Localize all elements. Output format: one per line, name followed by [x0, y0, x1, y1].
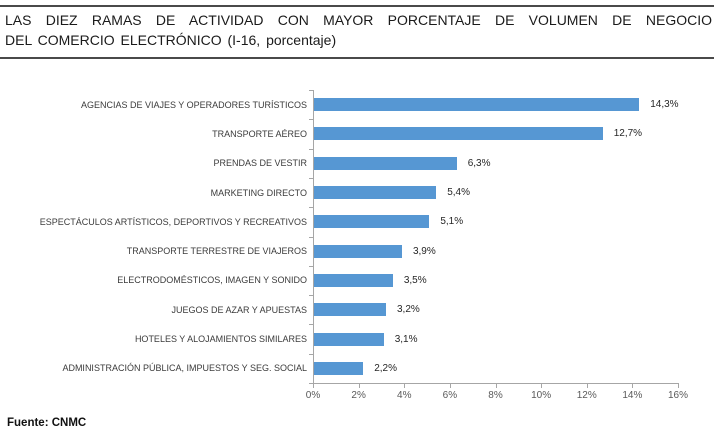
bar	[313, 332, 384, 346]
bar	[313, 215, 430, 229]
x-axis-tick	[678, 384, 679, 388]
y-axis-tick	[309, 207, 313, 209]
value-label: 3,9%	[412, 245, 436, 257]
y-axis-tick	[309, 148, 313, 150]
bar	[313, 98, 640, 112]
bar-row: HOTELES Y ALOJAMIENTOS SIMILARES 3,1%	[0, 324, 690, 353]
bar-row: ESPECTÁCULOS ARTÍSTICOS, DEPORTIVOS Y RE…	[0, 207, 690, 236]
value-label: 14,3%	[650, 99, 679, 111]
value-label: 12,7%	[613, 128, 643, 140]
bar-track: 3,5%	[313, 273, 690, 287]
category-label: TRANSPORTE AÉREO	[212, 128, 307, 139]
x-axis-tick-label: 10%	[531, 390, 552, 401]
category-label: HOTELES Y ALOJAMIENTOS SIMILARES	[134, 334, 307, 345]
x-axis-tick-label: 14%	[622, 390, 643, 401]
y-axis-tick	[309, 265, 313, 267]
bar-track: 2,2%	[313, 361, 690, 375]
bar-row: MARKETING DIRECTO 5,4%	[0, 178, 690, 207]
x-axis-tick-label: 12%	[576, 390, 597, 401]
y-axis-line	[313, 90, 314, 384]
y-axis-tick	[309, 383, 313, 384]
y-axis-tick	[309, 324, 313, 326]
source-note: Fuente: CNMC	[7, 417, 87, 429]
y-axis-tick	[309, 90, 313, 91]
value-label: 6,3%	[467, 157, 491, 169]
bar	[313, 361, 364, 375]
value-label: 5,4%	[447, 187, 470, 199]
bar	[313, 303, 386, 317]
x-axis-tick-label: 2%	[351, 390, 366, 401]
bar-track: 5,1%	[313, 215, 690, 229]
category-label: ESPECTÁCULOS ARTÍSTICOS, DEPORTIVOS Y RE…	[39, 216, 307, 227]
value-label: 2,2%	[374, 362, 397, 374]
bar-row: TRANSPORTE AÉREO 12,7%	[0, 119, 690, 148]
bar	[313, 273, 393, 287]
x-axis-tick	[586, 384, 588, 388]
y-axis-tick	[309, 295, 313, 297]
bar-track: 5,4%	[313, 186, 690, 200]
chart-title-line2: DEL COMERCIO ELECTRÓNICO (I-16, porcenta…	[5, 32, 337, 48]
bar-track: 14,3%	[313, 98, 690, 112]
category-label: AGENCIAS DE VIAJES Y OPERADORES TURÍSTIC…	[80, 99, 307, 110]
category-label: MARKETING DIRECTO	[210, 187, 307, 198]
value-label: 3,2%	[397, 304, 420, 316]
x-axis-tick-label: 4%	[397, 390, 412, 401]
chart-title-line1: LAS DIEZ RAMAS DE ACTIVIDAD CON MAYOR PO…	[5, 12, 712, 28]
x-axis-tick	[404, 384, 406, 388]
bar-track: 6,3%	[313, 156, 690, 170]
bar-row: PRENDAS DE VESTIR 6,3%	[0, 149, 690, 178]
bar-track: 3,2%	[313, 303, 690, 317]
bar	[313, 186, 437, 200]
x-axis-tick	[449, 384, 451, 388]
x-axis-tick-label: 6%	[442, 390, 458, 401]
y-axis-tick	[309, 353, 313, 355]
x-axis-tick	[313, 384, 314, 388]
x-axis-tick	[632, 384, 634, 388]
x-axis-tick-label: 0%	[305, 390, 321, 401]
y-axis-tick	[309, 236, 313, 238]
bar	[313, 244, 402, 258]
category-label: PRENDAS DE VESTIR	[213, 158, 307, 169]
y-axis-tick	[309, 177, 313, 179]
bar-row: TRANSPORTE TERRESTRE DE VIAJEROS 3,9%	[0, 236, 690, 265]
bar-row: JUEGOS DE AZAR Y APUESTAS 3,2%	[0, 295, 690, 324]
value-label: 5,1%	[440, 216, 464, 228]
chart-title: LAS DIEZ RAMAS DE ACTIVIDAD CON MAYOR PO…	[0, 5, 714, 59]
y-axis-tick	[309, 119, 313, 121]
category-label: ELECTRODOMÉSTICOS, IMAGEN Y SONIDO	[117, 275, 307, 286]
x-axis-tick-label: 8%	[488, 390, 503, 401]
bar-rows: AGENCIAS DE VIAJES Y OPERADORES TURÍSTIC…	[0, 90, 690, 383]
category-label: TRANSPORTE TERRESTRE DE VIAJEROS	[126, 246, 307, 257]
bar-row: AGENCIAS DE VIAJES Y OPERADORES TURÍSTIC…	[0, 90, 690, 119]
x-axis-tick	[541, 384, 543, 388]
x-axis-line	[313, 383, 679, 384]
bar-row: ELECTRODOMÉSTICOS, IMAGEN Y SONIDO 3,5%	[0, 266, 690, 295]
bar-track: 3,9%	[313, 244, 690, 258]
bar	[313, 156, 457, 170]
x-axis-tick-label: 16%	[667, 390, 688, 401]
value-label: 3,5%	[403, 274, 427, 286]
category-label: JUEGOS DE AZAR Y APUESTAS	[171, 304, 307, 315]
category-label: ADMINISTRACIÓN PÚBLICA, IMPUESTOS Y SEG.…	[62, 363, 307, 374]
bar	[313, 127, 603, 141]
bar-track: 3,1%	[313, 332, 690, 346]
x-axis-tick	[495, 384, 497, 388]
bar-row: ADMINISTRACIÓN PÚBLICA, IMPUESTOS Y SEG.…	[0, 354, 690, 383]
bar-track: 12,7%	[313, 127, 690, 141]
x-axis-tick	[358, 384, 360, 388]
value-label: 3,1%	[394, 333, 418, 345]
